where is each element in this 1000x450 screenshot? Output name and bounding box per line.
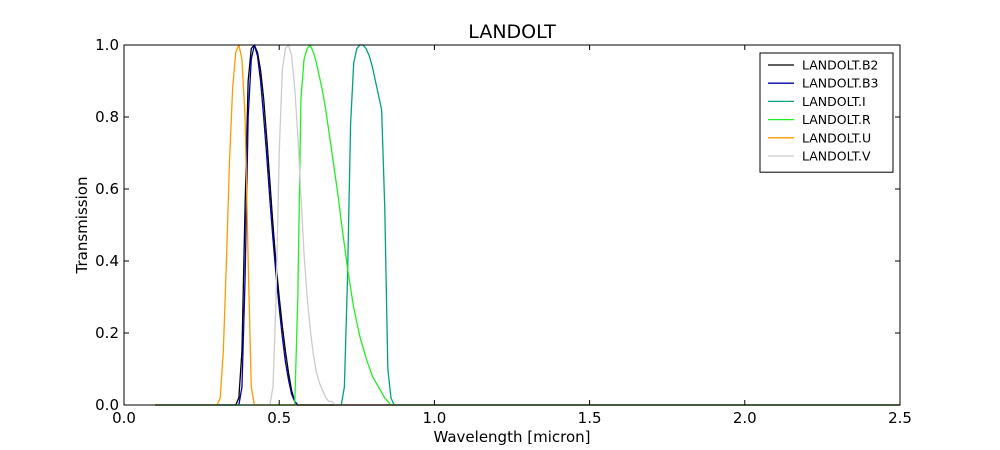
legend-label: LANDOLT.V xyxy=(802,149,871,164)
x-tick-label: 1.0 xyxy=(422,409,446,427)
x-axis-label: Wavelength [micron] xyxy=(433,428,590,446)
legend-label: LANDOLT.I xyxy=(802,94,866,109)
y-tick-label: 1.0 xyxy=(95,36,119,54)
series-line-landolt-r xyxy=(155,44,900,406)
series-line-landolt-v xyxy=(155,44,900,406)
legend-box xyxy=(759,52,894,173)
legend: LANDOLT.B2 LANDOLT.B3 LANDOLT.I LANDOLT.R LA… xyxy=(759,52,894,173)
y-tick-label: 0.6 xyxy=(95,180,119,198)
series-line-landolt-b3 xyxy=(155,44,900,406)
legend-label: LANDOLT.B2 xyxy=(802,58,879,73)
x-tick-label: 0.5 xyxy=(267,409,291,427)
y-tick-label: 0.0 xyxy=(95,396,119,414)
series-line-landolt-i xyxy=(155,44,900,406)
series-line-landolt-u xyxy=(155,44,900,406)
chart-title: LANDOLT xyxy=(468,21,556,43)
x-tick-label: 0.0 xyxy=(112,409,136,427)
series-layer xyxy=(155,44,900,406)
y-tick-label: 0.8 xyxy=(95,108,119,126)
legend-label: LANDOLT.U xyxy=(802,130,871,145)
x-tick-label: 2.0 xyxy=(733,409,757,427)
series-line-landolt-b2 xyxy=(155,44,900,406)
legend-label: LANDOLT.B3 xyxy=(802,76,879,91)
legend-label: LANDOLT.R xyxy=(802,112,871,127)
x-tick-label: 2.5 xyxy=(888,409,912,427)
y-tick-label: 0.4 xyxy=(95,252,119,270)
plot-frame xyxy=(123,44,901,406)
x-tick-label: 1.5 xyxy=(578,409,602,427)
y-axis-label: Transmission xyxy=(73,177,91,275)
ticks-layer: 0.0 0.5 1.0 1.5 2.0 2.5 0.0 0.2 0.4 0.6 0.8 1.0 xyxy=(95,36,912,427)
y-tick-label: 0.2 xyxy=(95,324,119,342)
